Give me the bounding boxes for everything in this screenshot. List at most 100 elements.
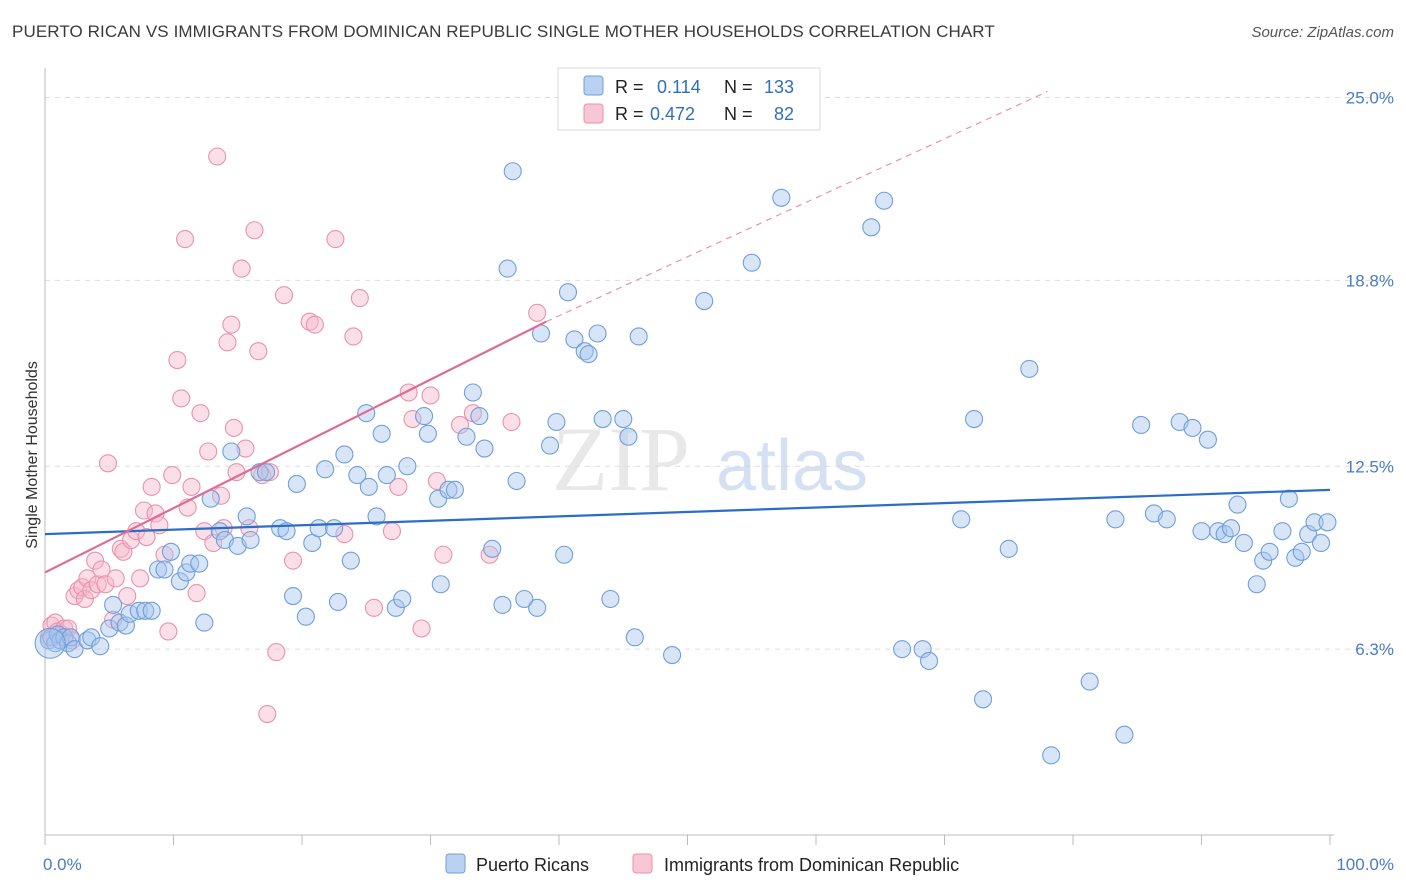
puerto-rican-point — [540, 436, 560, 455]
dominican-point — [168, 350, 187, 370]
puerto-rican-point — [629, 327, 648, 346]
puerto-rican-point — [1020, 359, 1039, 378]
puerto-rican-point — [920, 651, 939, 671]
dominican-point — [182, 477, 201, 496]
dominican-point — [232, 259, 251, 278]
top-legend: R = 0.114 N = 133 R = 0.472 N = 82 — [557, 67, 821, 131]
puerto-rican-point — [1157, 510, 1176, 529]
puerto-rican-point — [149, 560, 168, 579]
puerto-rican-point — [287, 474, 306, 494]
puerto-rican-point — [875, 191, 894, 210]
puerto-rican-point — [445, 480, 464, 499]
puerto-rican-point — [470, 407, 489, 426]
puerto-rican-point — [142, 601, 161, 620]
x-ticks — [44, 835, 1331, 845]
puerto-rican-point — [588, 324, 607, 343]
puerto-rican-point — [1192, 522, 1211, 541]
puerto-rican-point — [1042, 746, 1061, 765]
dominican-point — [326, 230, 345, 249]
puerto-rican-point — [335, 445, 354, 464]
dominican-point — [300, 312, 319, 331]
trend-lines — [44, 91, 1331, 574]
dominican-point — [403, 409, 422, 429]
puerto-rican-point — [372, 424, 391, 443]
puerto-rican-point — [475, 439, 494, 458]
puerto-rican-point — [431, 575, 450, 594]
legend-n-label-1: N = — [724, 77, 753, 97]
puerto-rican-point — [1292, 542, 1311, 561]
puerto-rican-point — [913, 640, 932, 659]
y-axis-label: Single Mother Households — [24, 361, 41, 549]
puerto-rican-point — [237, 507, 256, 526]
dominican-point — [274, 286, 294, 305]
puerto-rican-point — [177, 563, 196, 582]
dominican-point — [98, 454, 118, 473]
puerto-rican-point — [625, 628, 644, 647]
dominican-point — [118, 586, 137, 606]
dominican-point — [260, 463, 279, 482]
puerto-rican-point — [1234, 533, 1253, 553]
puerto-rican-point — [386, 598, 405, 617]
puerto-rican-point — [222, 442, 241, 461]
puerto-rican-point — [348, 466, 367, 485]
puerto-rican-point — [1183, 418, 1202, 437]
puerto-rican-point — [493, 595, 512, 614]
puerto-rican-point — [65, 640, 84, 659]
puerto-rican-point — [116, 616, 136, 635]
puerto-rican-point — [663, 645, 682, 665]
puerto-rican-point — [1228, 495, 1247, 514]
puerto-rican-point — [1222, 519, 1241, 538]
bottom-legend-swatch-pink — [632, 853, 653, 874]
puerto-rican-point — [1279, 489, 1298, 508]
dominican-point — [350, 289, 369, 308]
y-tick-label: 6.3% — [1355, 640, 1394, 659]
dominican-point — [258, 704, 277, 724]
dominican-point — [88, 575, 107, 594]
dominican-point — [86, 551, 105, 570]
puerto-rican-point — [1132, 415, 1151, 435]
puerto-rican-point — [579, 345, 598, 364]
puerto-rican-point — [1080, 672, 1099, 691]
dominican-point — [137, 527, 156, 547]
dominican-point — [528, 303, 547, 322]
puerto-rican-point — [418, 424, 437, 443]
puerto-rican-point — [695, 291, 714, 311]
dominican-point — [344, 327, 363, 346]
dominican-point — [283, 551, 303, 570]
y-tick-labels: 6.3% 12.5% 18.8% 25.0% — [1346, 89, 1394, 660]
source-label: Source: ZipAtlas.com — [1251, 24, 1394, 41]
puerto-rican-point — [742, 253, 761, 272]
y-tick-label: 12.5% — [1346, 457, 1394, 476]
dominican-point — [163, 466, 182, 485]
puerto-rican-point — [328, 592, 348, 612]
puerto-rican-point — [241, 530, 260, 550]
puerto-rican-point — [129, 601, 148, 620]
puerto-rican-point — [341, 551, 360, 570]
puerto-rican-point — [457, 427, 476, 446]
puerto-rican-point — [155, 560, 174, 579]
puerto-rican-point — [104, 595, 123, 614]
dominican-point — [224, 418, 243, 437]
x-tick-label-min: 0.0% — [43, 855, 82, 874]
bottom-legend-label-blue: Puerto Ricans — [476, 855, 589, 875]
dominican-point — [75, 589, 94, 609]
dominican-point — [78, 569, 97, 588]
dominican-point — [389, 477, 408, 496]
puerto-rican-point — [1106, 510, 1125, 529]
dominican-point — [134, 501, 153, 520]
puerto-rican-point — [614, 409, 633, 429]
puerto-rican-point — [558, 283, 578, 302]
puerto-rican-point — [359, 477, 378, 496]
puerto-rican-point — [439, 480, 458, 499]
dominican-point — [199, 442, 218, 461]
puerto-rican-point — [601, 589, 620, 609]
puerto-rican-point — [91, 637, 110, 656]
puerto-rican-point — [1254, 551, 1273, 570]
dominican-point — [236, 439, 255, 458]
chart-title: PUERTO RICAN VS IMMIGRANTS FROM DOMINICA… — [12, 22, 995, 41]
watermark-atlas: atlas — [716, 426, 868, 506]
dominican-point — [176, 230, 195, 249]
dominican-point — [364, 598, 384, 617]
puerto-rican-point — [965, 409, 984, 429]
